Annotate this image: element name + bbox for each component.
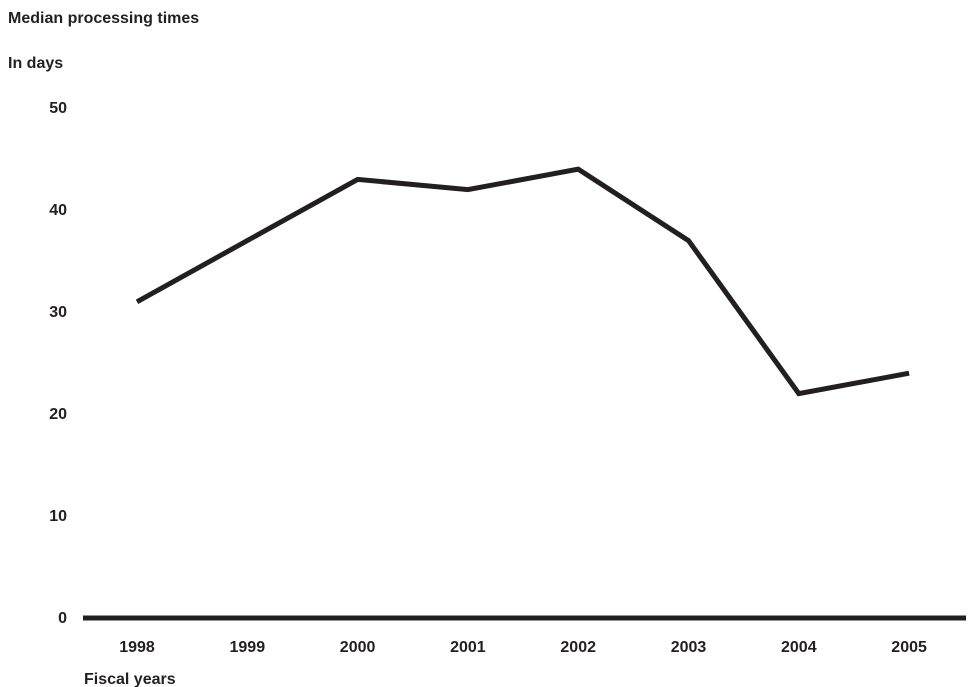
x-tick-label: 2002 [560, 639, 596, 656]
y-tick-label: 0 [58, 610, 67, 627]
series-group [135, 166, 910, 397]
chart-title: Median processing times [8, 10, 199, 27]
x-tick-label: 2004 [781, 639, 817, 656]
series-line [135, 166, 910, 397]
y-tick-label: 40 [49, 202, 67, 219]
x-tick-label: 2005 [891, 639, 927, 656]
x-tick-label: 1998 [119, 639, 155, 656]
x-axis-label: Fiscal years [84, 671, 176, 687]
y-tick-label: 20 [49, 406, 67, 423]
y-tick-label: 10 [49, 508, 67, 525]
y-tick-label: 50 [49, 100, 67, 117]
x-tick-label: 1999 [230, 639, 266, 656]
x-axis-ticks: 1998 1999 2000 2001 2002 2003 2004 2005 [119, 639, 927, 656]
x-tick-label: 2001 [450, 639, 486, 656]
x-tick-label: 2000 [340, 639, 376, 656]
y-axis-ticks: 0 10 20 30 40 50 [49, 100, 67, 627]
x-tick-label: 2003 [671, 639, 707, 656]
y-tick-label: 30 [49, 304, 67, 321]
y-axis-label: In days [8, 55, 63, 72]
